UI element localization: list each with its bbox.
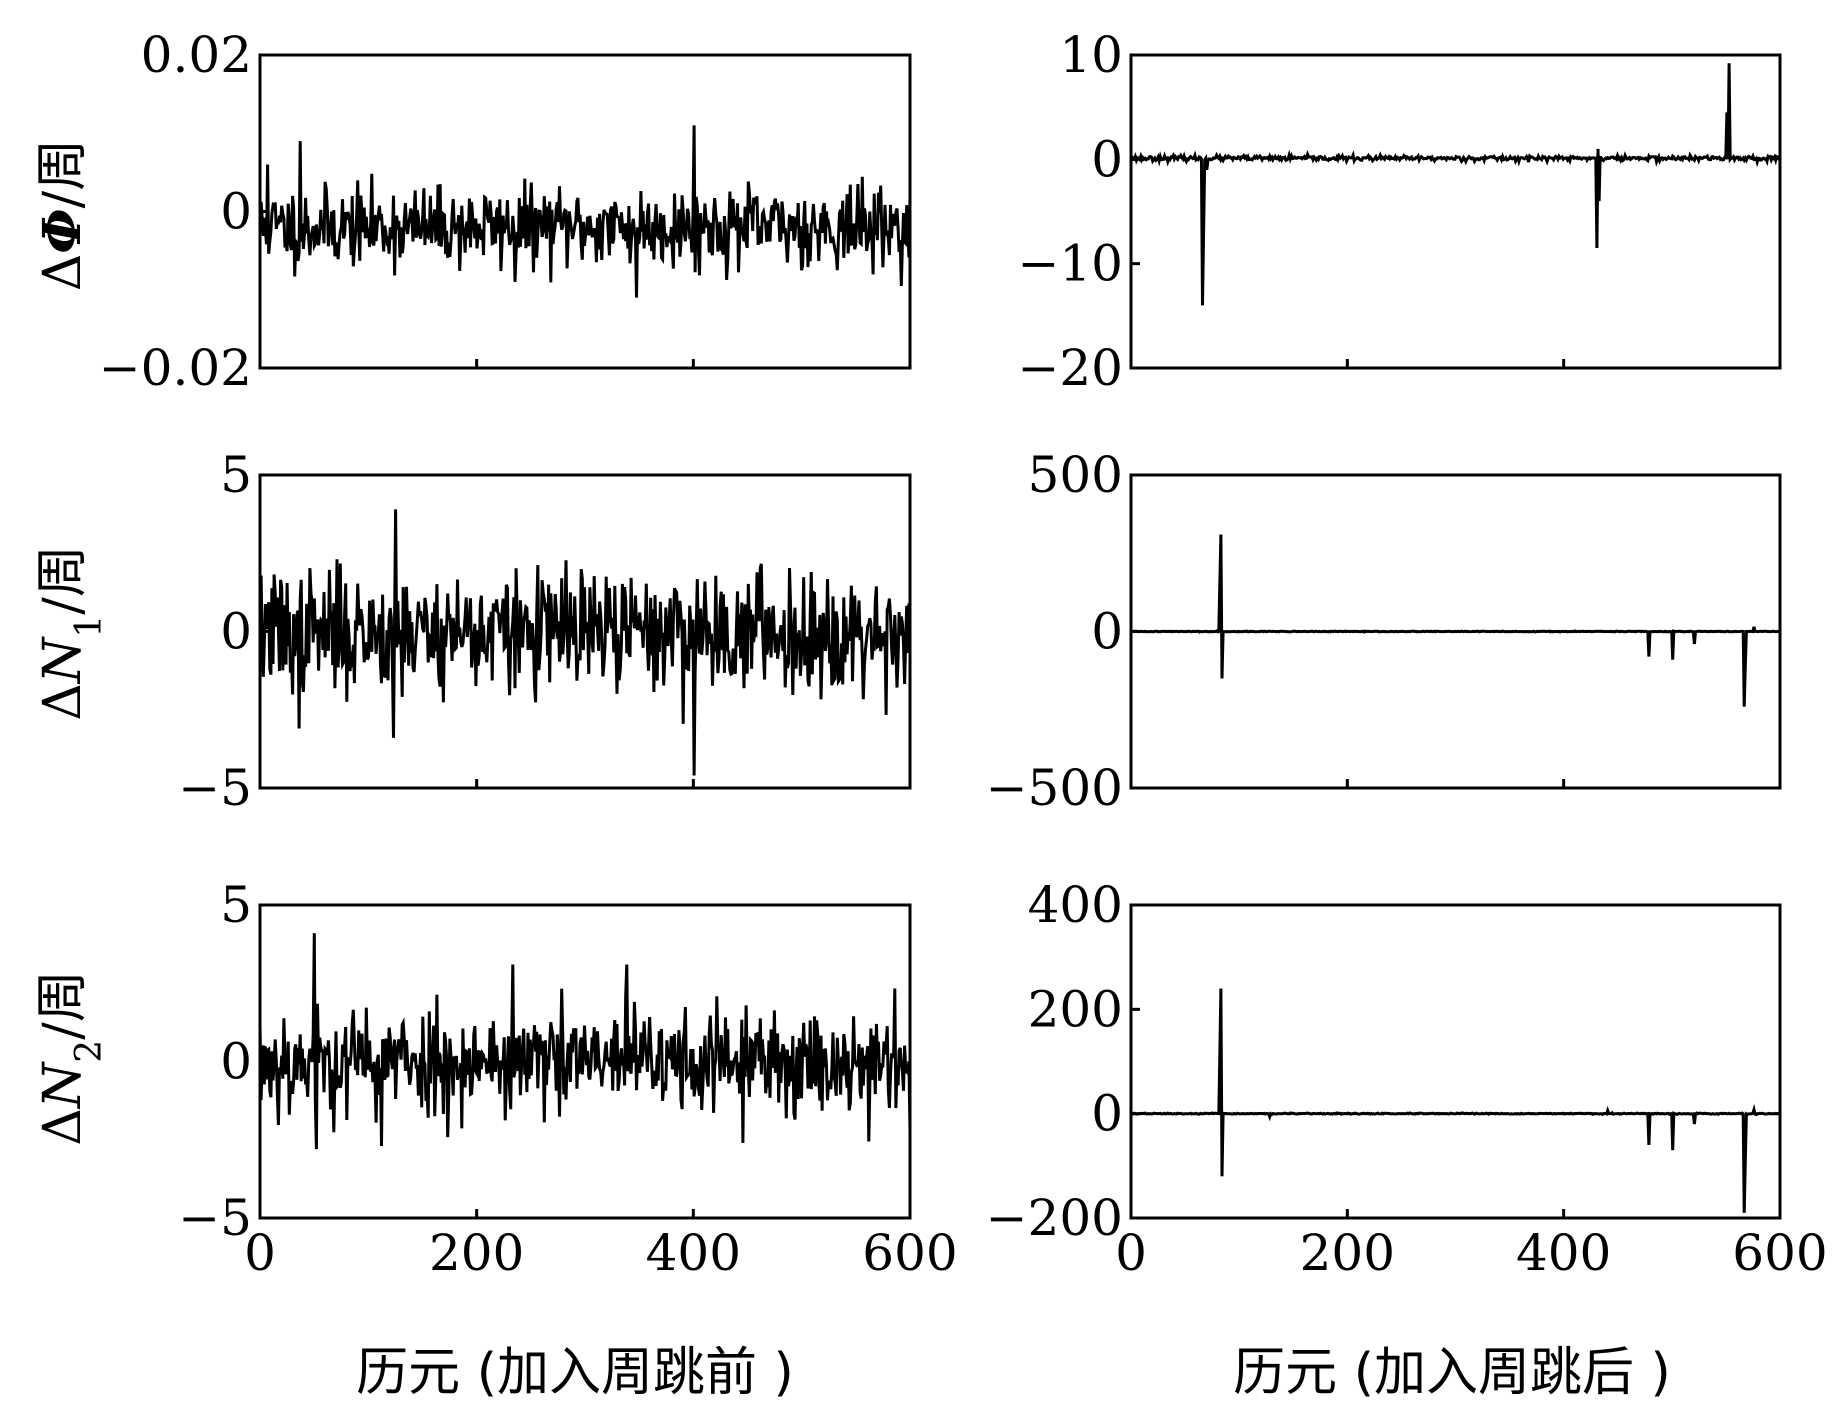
y-axis-label-dn1: ΔN1/周 bbox=[33, 545, 110, 721]
y-tick-label: 5 bbox=[220, 446, 252, 504]
y-tick-label: 0 bbox=[220, 603, 252, 661]
panel-dphi-before: 0.02 0 −0.02 bbox=[99, 26, 912, 397]
y-tick-label: 0.02 bbox=[141, 26, 252, 84]
y-tick-label: −500 bbox=[986, 759, 1123, 817]
y-tick-label: 0 bbox=[220, 1033, 252, 1091]
x-tick-label: 400 bbox=[1516, 1224, 1611, 1282]
series-line bbox=[1130, 534, 1781, 707]
y-tick-label: 0 bbox=[1091, 1085, 1123, 1143]
y-tick-label: 0 bbox=[220, 183, 252, 241]
x-axis-label-left: 历元 (加入周跳前 ) bbox=[356, 1343, 794, 1403]
x-tick-label: 0 bbox=[1115, 1224, 1147, 1282]
y-tick-label: −20 bbox=[1017, 339, 1123, 397]
y-tick-label: 5 bbox=[220, 876, 252, 934]
x-axis-label-right: 历元 (加入周跳后 ) bbox=[1233, 1343, 1671, 1403]
panel-dphi-after: 10 0 −10 −20 bbox=[1017, 26, 1782, 397]
series-line bbox=[258, 125, 912, 298]
y-tick-label: −5 bbox=[178, 759, 252, 817]
y-tick-label: −10 bbox=[1017, 235, 1123, 293]
panel-dn1-after: 500 0 −500 bbox=[986, 446, 1782, 817]
x-tick-label: 200 bbox=[1300, 1224, 1395, 1282]
y-tick-label: −0.02 bbox=[99, 339, 252, 397]
x-tick-label: 400 bbox=[646, 1224, 741, 1282]
plot-frame bbox=[1129, 53, 1782, 370]
y-tick-label: 0 bbox=[1091, 130, 1123, 188]
y-tick-label: −200 bbox=[986, 1189, 1123, 1247]
y-axis-label-dphi: ΔΦ/周 bbox=[32, 139, 93, 291]
x-tick-label: 600 bbox=[862, 1224, 957, 1282]
y-axis-label-dn2: ΔN2/周 bbox=[33, 970, 110, 1146]
y-tick-label: 10 bbox=[1059, 26, 1123, 84]
panel-dn1-before: 5 0 −5 bbox=[178, 446, 912, 817]
panel-dn2-before: 50−50 200 400 600 bbox=[178, 876, 957, 1282]
series-line bbox=[258, 933, 912, 1150]
x-tick-label: 0 bbox=[244, 1224, 276, 1282]
y-tick-label: 200 bbox=[1028, 980, 1123, 1038]
y-tick-label: 500 bbox=[1028, 446, 1123, 504]
series-line bbox=[1130, 988, 1781, 1213]
x-tick-label: 200 bbox=[429, 1224, 524, 1282]
series-line bbox=[1130, 63, 1782, 306]
y-tick-label: −5 bbox=[178, 1189, 252, 1247]
y-tick-label: 400 bbox=[1028, 876, 1123, 934]
series-line bbox=[258, 509, 912, 776]
x-tick-label: 600 bbox=[1732, 1224, 1827, 1282]
y-tick-label: 0 bbox=[1091, 603, 1123, 661]
plot-frame bbox=[1129, 903, 1782, 1220]
